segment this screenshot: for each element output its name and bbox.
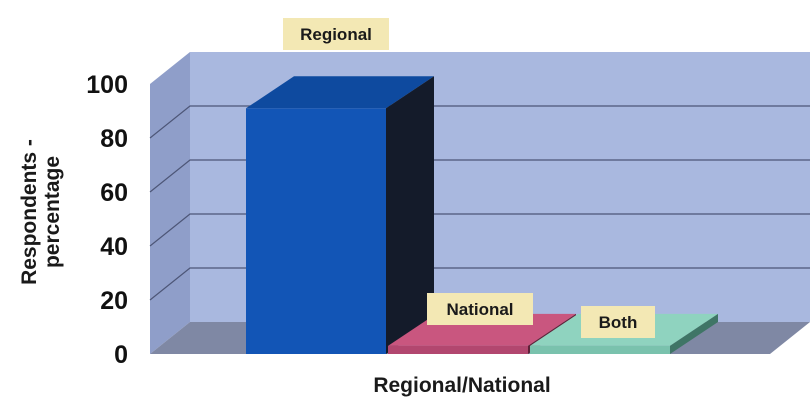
- data-labels: Regional National Both: [283, 18, 655, 338]
- y-axis-title-line-2: percentage: [41, 156, 64, 268]
- bar-regional: [246, 76, 434, 355]
- data-label-box: [283, 18, 389, 50]
- data-label-text: Both: [599, 313, 638, 332]
- bar-side: [386, 76, 434, 355]
- y-tick-label: 100: [86, 71, 128, 99]
- data-label-text: Regional: [300, 25, 372, 44]
- gridline: [149, 267, 810, 301]
- y-tick-label: 80: [100, 125, 128, 153]
- bar-front: [246, 108, 386, 354]
- y-axis-ticks: 0 20 40 60 80 100: [86, 71, 128, 369]
- data-label-box: [581, 306, 655, 338]
- x-axis-title: Regional/National: [373, 374, 550, 397]
- bar-front: [530, 345, 670, 354]
- bar-top: [246, 76, 434, 109]
- gridline: [149, 105, 810, 139]
- bar-front: [388, 345, 528, 354]
- data-label-box: [427, 293, 533, 325]
- y-tick-label: 20: [100, 287, 128, 315]
- y-tick-label: 0: [114, 341, 128, 369]
- data-label-text: National: [446, 300, 513, 319]
- data-label-both: Both: [581, 306, 655, 338]
- side-wall: [150, 52, 190, 354]
- y-tick-label: 60: [100, 179, 128, 207]
- data-label-national: National: [427, 293, 533, 325]
- y-axis-title-line-1: Respondents -: [18, 139, 41, 285]
- gridline: [149, 159, 810, 193]
- y-tick-label: 40: [100, 233, 128, 261]
- gridlines: [149, 105, 810, 301]
- y-axis-title: Respondents - percentage: [18, 139, 64, 285]
- gridline: [149, 213, 810, 247]
- bar-side: [670, 313, 718, 354]
- data-label-regional: Regional: [283, 18, 389, 50]
